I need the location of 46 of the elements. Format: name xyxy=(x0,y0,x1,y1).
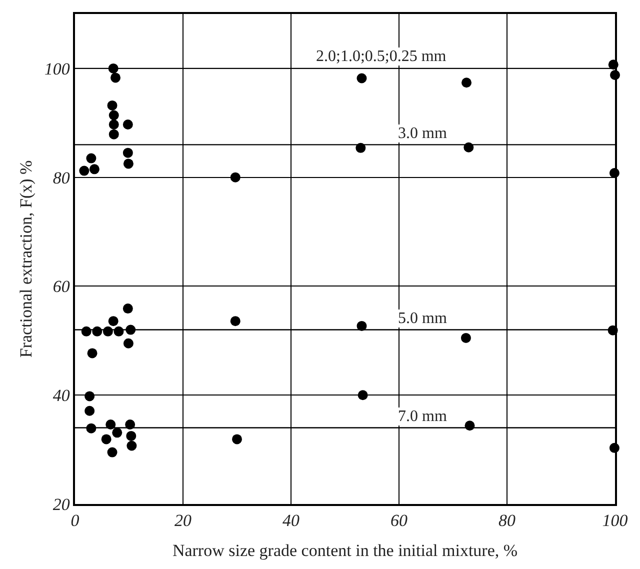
point xyxy=(122,120,133,130)
point xyxy=(356,73,367,84)
point xyxy=(232,434,242,444)
point xyxy=(101,434,112,444)
point xyxy=(107,100,118,110)
point xyxy=(358,390,368,400)
point xyxy=(230,172,240,182)
x-tick-label: 80 xyxy=(498,511,516,530)
point xyxy=(84,406,95,416)
point xyxy=(122,148,133,158)
point xyxy=(108,110,119,120)
point xyxy=(86,153,96,164)
point xyxy=(84,391,95,402)
point xyxy=(108,120,119,130)
x-tick-label: 100 xyxy=(602,511,628,530)
point xyxy=(462,78,472,88)
ref-line-label: 7.0 mm xyxy=(398,408,448,425)
point xyxy=(230,316,240,326)
x-tick-label: 0 xyxy=(70,511,80,530)
ref-line-label: 3.0 mm xyxy=(398,125,448,142)
point xyxy=(123,158,134,169)
point xyxy=(108,129,119,140)
y-tick-label: 80 xyxy=(52,168,70,188)
point xyxy=(79,166,90,176)
point xyxy=(110,72,120,83)
x-tick-label: 40 xyxy=(282,511,300,530)
point xyxy=(87,348,98,358)
x-tick-label: 20 xyxy=(174,511,192,530)
x-axis-title: Narrow size grade content in the initial mixture, % xyxy=(172,541,518,560)
y-tick-label: 40 xyxy=(52,386,70,406)
point xyxy=(122,304,133,314)
point xyxy=(108,316,118,326)
point xyxy=(123,338,134,348)
y-tick-label: 100 xyxy=(44,59,70,78)
point xyxy=(126,430,136,441)
ref-line-label: 5.0 mm xyxy=(398,310,448,327)
point xyxy=(112,428,122,438)
point xyxy=(126,440,137,451)
point xyxy=(460,332,471,343)
point xyxy=(89,164,100,174)
point xyxy=(107,447,118,458)
x-tick-label: 60 xyxy=(390,511,408,530)
ref-line-label: 2.0;1.0;0.5;0.25 mm xyxy=(316,48,447,65)
y-tick-label: 20 xyxy=(52,494,70,514)
y-tick-label: 60 xyxy=(52,277,70,296)
y-axis-title: Fractional extraction, F(x) % xyxy=(16,160,36,358)
